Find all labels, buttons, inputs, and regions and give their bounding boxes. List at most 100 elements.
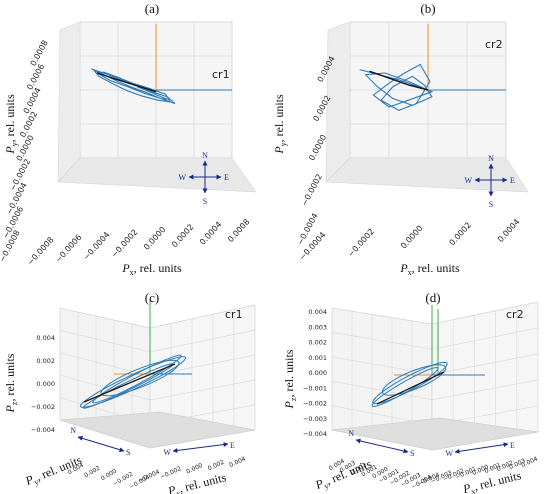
compass-north: N	[488, 154, 494, 163]
mean-trace	[376, 371, 445, 405]
compass-we-axis	[172, 442, 229, 453]
x-tick-label: −0.0004	[82, 230, 112, 262]
x-tick-label: 0.0004	[496, 217, 521, 244]
z-axis-label: Pz, rel. units	[3, 353, 19, 413]
z-tick-label: 0.000	[308, 369, 327, 377]
x-axis-label-text: Px, rel. units	[399, 261, 460, 277]
y-axis-label-text: Py, rel. units	[272, 94, 288, 155]
grid-line	[149, 379, 256, 401]
panel-tag: (a)	[145, 1, 159, 16]
floor	[325, 157, 529, 193]
series-trace	[91, 68, 176, 105]
compass-rose: N S W E	[464, 154, 515, 209]
panel-label: cr1	[225, 308, 243, 321]
panel-label: cr1	[212, 68, 230, 81]
compass-ns-axis	[77, 435, 125, 453]
series-trace	[92, 354, 182, 404]
y-axis-label: Py, rel. units	[272, 94, 288, 155]
z-tick-label: −0.001	[303, 384, 327, 392]
series-trace	[96, 72, 157, 93]
compass-south: S	[126, 448, 130, 457]
z-tick-label: −0.004	[303, 430, 327, 438]
y-axis-label-text: Py, rel. units	[3, 94, 19, 155]
x-tick-label: 0.0008	[226, 217, 251, 244]
compass-rose: N S W E	[70, 426, 235, 457]
y-tick-label: −0.0002	[300, 172, 324, 207]
series-trace	[359, 63, 434, 112]
z-tick-label: −0.002	[303, 400, 327, 408]
z-tick-label: −0.002	[31, 403, 55, 411]
z-tick-label: −0.004	[31, 426, 55, 434]
compass-east: E	[230, 441, 235, 450]
grid-line	[59, 330, 151, 353]
grid-line	[331, 380, 433, 400]
x-tick-label: 0.0002	[448, 221, 473, 248]
compass-north: N	[70, 426, 76, 435]
z-tick-label: −0.003	[303, 415, 327, 423]
compass-west: W	[163, 448, 171, 457]
compass-west: W	[445, 449, 453, 458]
grid-line	[431, 327, 539, 350]
grid-line	[331, 356, 433, 375]
panel-tag: (d)	[425, 290, 440, 305]
series-trace	[381, 364, 447, 396]
x-tick-label: 0.0000	[399, 224, 424, 251]
mean-trace	[83, 363, 176, 403]
panel-tag: (b)	[420, 1, 435, 16]
x-tick-label: −0.0008	[26, 235, 56, 267]
series-trace	[100, 359, 180, 397]
grid-line	[431, 379, 539, 400]
z-axis-label-text: Pz, rel. units	[282, 349, 298, 409]
compass-north: N	[202, 151, 208, 160]
y-axis-label: Py, rel. units	[3, 94, 19, 155]
grid-line	[59, 397, 151, 425]
left-wall	[57, 21, 81, 183]
compass-south: S	[489, 200, 493, 209]
x-axis-label-text: Px, rel. units	[121, 261, 182, 277]
grid-line	[59, 352, 151, 377]
x-tick-label: −0.002	[159, 465, 182, 481]
compass-east: E	[224, 173, 229, 182]
panel-c: cr10.0040.0020.000−0.002−0.004−0.004−0.0…	[3, 290, 256, 494]
z-tick-label: 0.000	[36, 380, 55, 388]
grid-line	[149, 329, 256, 353]
compass-north: N	[348, 429, 354, 438]
z-tick-label: 0.003	[308, 323, 327, 331]
series-trace	[79, 356, 187, 408]
panel-tag: (c)	[145, 290, 159, 305]
compass-rose: N S W E	[178, 151, 229, 206]
x-tick-label: 0.004	[228, 455, 247, 469]
compass-south: S	[203, 197, 207, 206]
z-tick-label: 0.004	[36, 334, 55, 342]
panel-label: cr2	[506, 308, 524, 321]
z-axis-label-text: Pz, rel. units	[3, 353, 19, 413]
x-tick-label: −0.0002	[110, 228, 140, 260]
panel-label: cr2	[485, 38, 503, 51]
x-axis-label: Px, rel. units	[399, 261, 460, 277]
z-tick-label: 0.002	[36, 357, 55, 365]
panel-d: cr2 0.004 0.003 0.002 0.001 0.000 −0.001 −0.002…	[282, 290, 539, 494]
z-tick-label: 0.004	[308, 308, 327, 316]
compass-west: W	[464, 176, 472, 185]
x-tick-label: −0.0002	[346, 227, 376, 259]
panel-b: cr2−0.0004 −0.0002 0.0000 0.0002 0.0004−0.00…	[272, 1, 529, 277]
x-tick-label: −0.0006	[54, 233, 84, 265]
x-axis-label: Px, rel. units	[121, 261, 182, 277]
z-axis-label: Pz, rel. units	[282, 349, 298, 409]
z-tick-label: 0.002	[308, 339, 327, 347]
compass-west: W	[178, 173, 186, 182]
compass-we-axis	[454, 442, 509, 454]
x-tick-label: 0.0000	[142, 225, 167, 252]
compass-ns-axis	[355, 438, 409, 454]
compass-east: E	[510, 176, 515, 185]
y-tick-label: 0.0000	[307, 133, 328, 162]
grid-line	[431, 353, 539, 375]
panel-a: cr1 −0.0008−0.0006−0.0004−0.0002 0.0000 0.0…	[0, 1, 257, 277]
y-tick-label: 0.002	[83, 465, 102, 480]
series-trace	[82, 363, 174, 409]
grid-line	[331, 332, 433, 350]
x-tick-label: 0.000	[185, 462, 204, 476]
grid-line	[149, 404, 256, 425]
grid-line	[431, 405, 539, 426]
